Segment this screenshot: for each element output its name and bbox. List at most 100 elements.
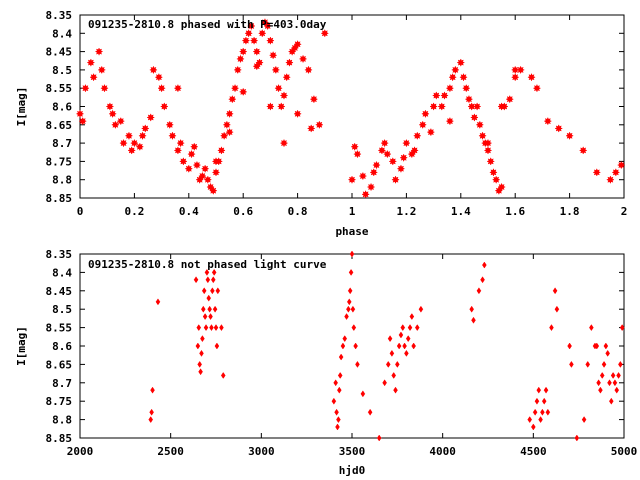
x-tick-label: 1.6 bbox=[505, 205, 525, 218]
data-point bbox=[97, 65, 106, 75]
data-point bbox=[426, 127, 436, 137]
y-tick-label: 8.65 bbox=[46, 119, 73, 132]
data-point bbox=[405, 335, 411, 343]
data-point bbox=[360, 390, 366, 398]
data-point bbox=[612, 379, 618, 387]
data-point bbox=[173, 146, 183, 155]
y-tick-label: 8.85 bbox=[46, 192, 73, 205]
data-point bbox=[395, 360, 400, 368]
data-point bbox=[497, 102, 506, 111]
data-point bbox=[165, 120, 174, 130]
y-tick-label: 8.85 bbox=[46, 432, 73, 445]
data-point bbox=[540, 408, 545, 416]
x-tick-label: 0.2 bbox=[124, 205, 144, 218]
data-point bbox=[358, 171, 368, 181]
data-point bbox=[204, 268, 210, 276]
data-point bbox=[94, 47, 104, 56]
data-point bbox=[206, 294, 212, 302]
x-axis-label: hjd0 bbox=[339, 464, 366, 477]
data-point bbox=[197, 360, 202, 368]
data-point bbox=[396, 164, 406, 173]
data-point bbox=[210, 276, 216, 284]
data-point bbox=[282, 72, 291, 82]
data-point bbox=[211, 268, 217, 276]
data-point bbox=[179, 157, 188, 166]
data-point bbox=[589, 324, 594, 332]
x-tick-label: 1.4 bbox=[451, 205, 471, 218]
data-point bbox=[150, 386, 155, 394]
data-point bbox=[569, 360, 574, 368]
data-point bbox=[184, 164, 194, 173]
data-point bbox=[355, 360, 360, 368]
data-point bbox=[155, 298, 161, 306]
data-point bbox=[614, 386, 620, 394]
data-point bbox=[445, 116, 455, 126]
data-point bbox=[277, 102, 286, 111]
data-point bbox=[545, 408, 551, 416]
data-point bbox=[244, 29, 253, 38]
data-point bbox=[200, 335, 205, 343]
data-point bbox=[388, 157, 398, 166]
data-point bbox=[157, 83, 166, 93]
data-point bbox=[448, 72, 457, 82]
data-point bbox=[347, 287, 353, 295]
data-point bbox=[192, 160, 202, 170]
phased-light-curve-chart: 0 0.2 0.4 0.6 0.8 1 1.2 1.4 1.6 1.8 2 8.35 8.4 8.45 8.… bbox=[15, 9, 627, 238]
data-point bbox=[230, 83, 240, 93]
x-tick-label: 2500 bbox=[157, 445, 184, 458]
data-point bbox=[366, 182, 376, 192]
data-point bbox=[353, 149, 362, 159]
data-point bbox=[619, 324, 625, 332]
data-point bbox=[149, 408, 154, 416]
x-tick-label: 4500 bbox=[520, 445, 547, 458]
data-point bbox=[385, 360, 391, 368]
y-tick-label: 8.4 bbox=[52, 27, 72, 40]
data-point bbox=[451, 65, 460, 75]
not-phased-light-curve-chart: 2000 2500 3000 3500 4000 4500 5000 8.35 8.4 8.45 8… bbox=[15, 248, 637, 477]
data-point bbox=[168, 131, 177, 141]
x-tick-label: 2 bbox=[621, 205, 628, 218]
data-point bbox=[413, 131, 422, 141]
data-point bbox=[391, 175, 400, 184]
data-point bbox=[203, 324, 209, 332]
data-point bbox=[111, 120, 120, 130]
data-point bbox=[432, 91, 441, 100]
data-point bbox=[213, 324, 219, 332]
x-tick-label: 0.4 bbox=[179, 205, 199, 218]
data-point bbox=[348, 268, 354, 276]
data-point bbox=[437, 102, 446, 111]
y-tick-label: 8.8 bbox=[52, 414, 72, 427]
data-point bbox=[238, 87, 248, 97]
data-point bbox=[210, 287, 215, 295]
data-point bbox=[510, 65, 520, 75]
data-point bbox=[211, 168, 221, 177]
data-point bbox=[402, 342, 407, 350]
data-point bbox=[89, 72, 98, 82]
data-point bbox=[203, 175, 213, 184]
data-point bbox=[146, 113, 155, 122]
data-point bbox=[476, 287, 482, 295]
data-point bbox=[198, 368, 203, 376]
data-point bbox=[173, 83, 183, 93]
data-point bbox=[306, 124, 316, 133]
data-point bbox=[377, 146, 387, 155]
data-point bbox=[353, 342, 358, 350]
y-tick-label: 8.65 bbox=[46, 358, 73, 371]
y-tick-label: 8.5 bbox=[52, 303, 72, 316]
data-point bbox=[393, 386, 398, 394]
data-point bbox=[141, 124, 150, 133]
data-point bbox=[105, 102, 115, 111]
data-point bbox=[228, 94, 237, 104]
x-tick-label: 3000 bbox=[248, 445, 275, 458]
y-tick-label: 8.45 bbox=[46, 285, 73, 298]
y-tick-label: 8.6 bbox=[52, 340, 72, 353]
data-point bbox=[81, 83, 90, 93]
data-point bbox=[346, 298, 352, 306]
y-tick-label: 8.6 bbox=[52, 101, 72, 114]
data-point bbox=[190, 142, 199, 151]
data-point bbox=[599, 371, 605, 379]
data-point bbox=[219, 324, 224, 332]
data-point bbox=[338, 353, 344, 361]
data-point bbox=[505, 94, 514, 104]
data-point bbox=[402, 138, 411, 148]
